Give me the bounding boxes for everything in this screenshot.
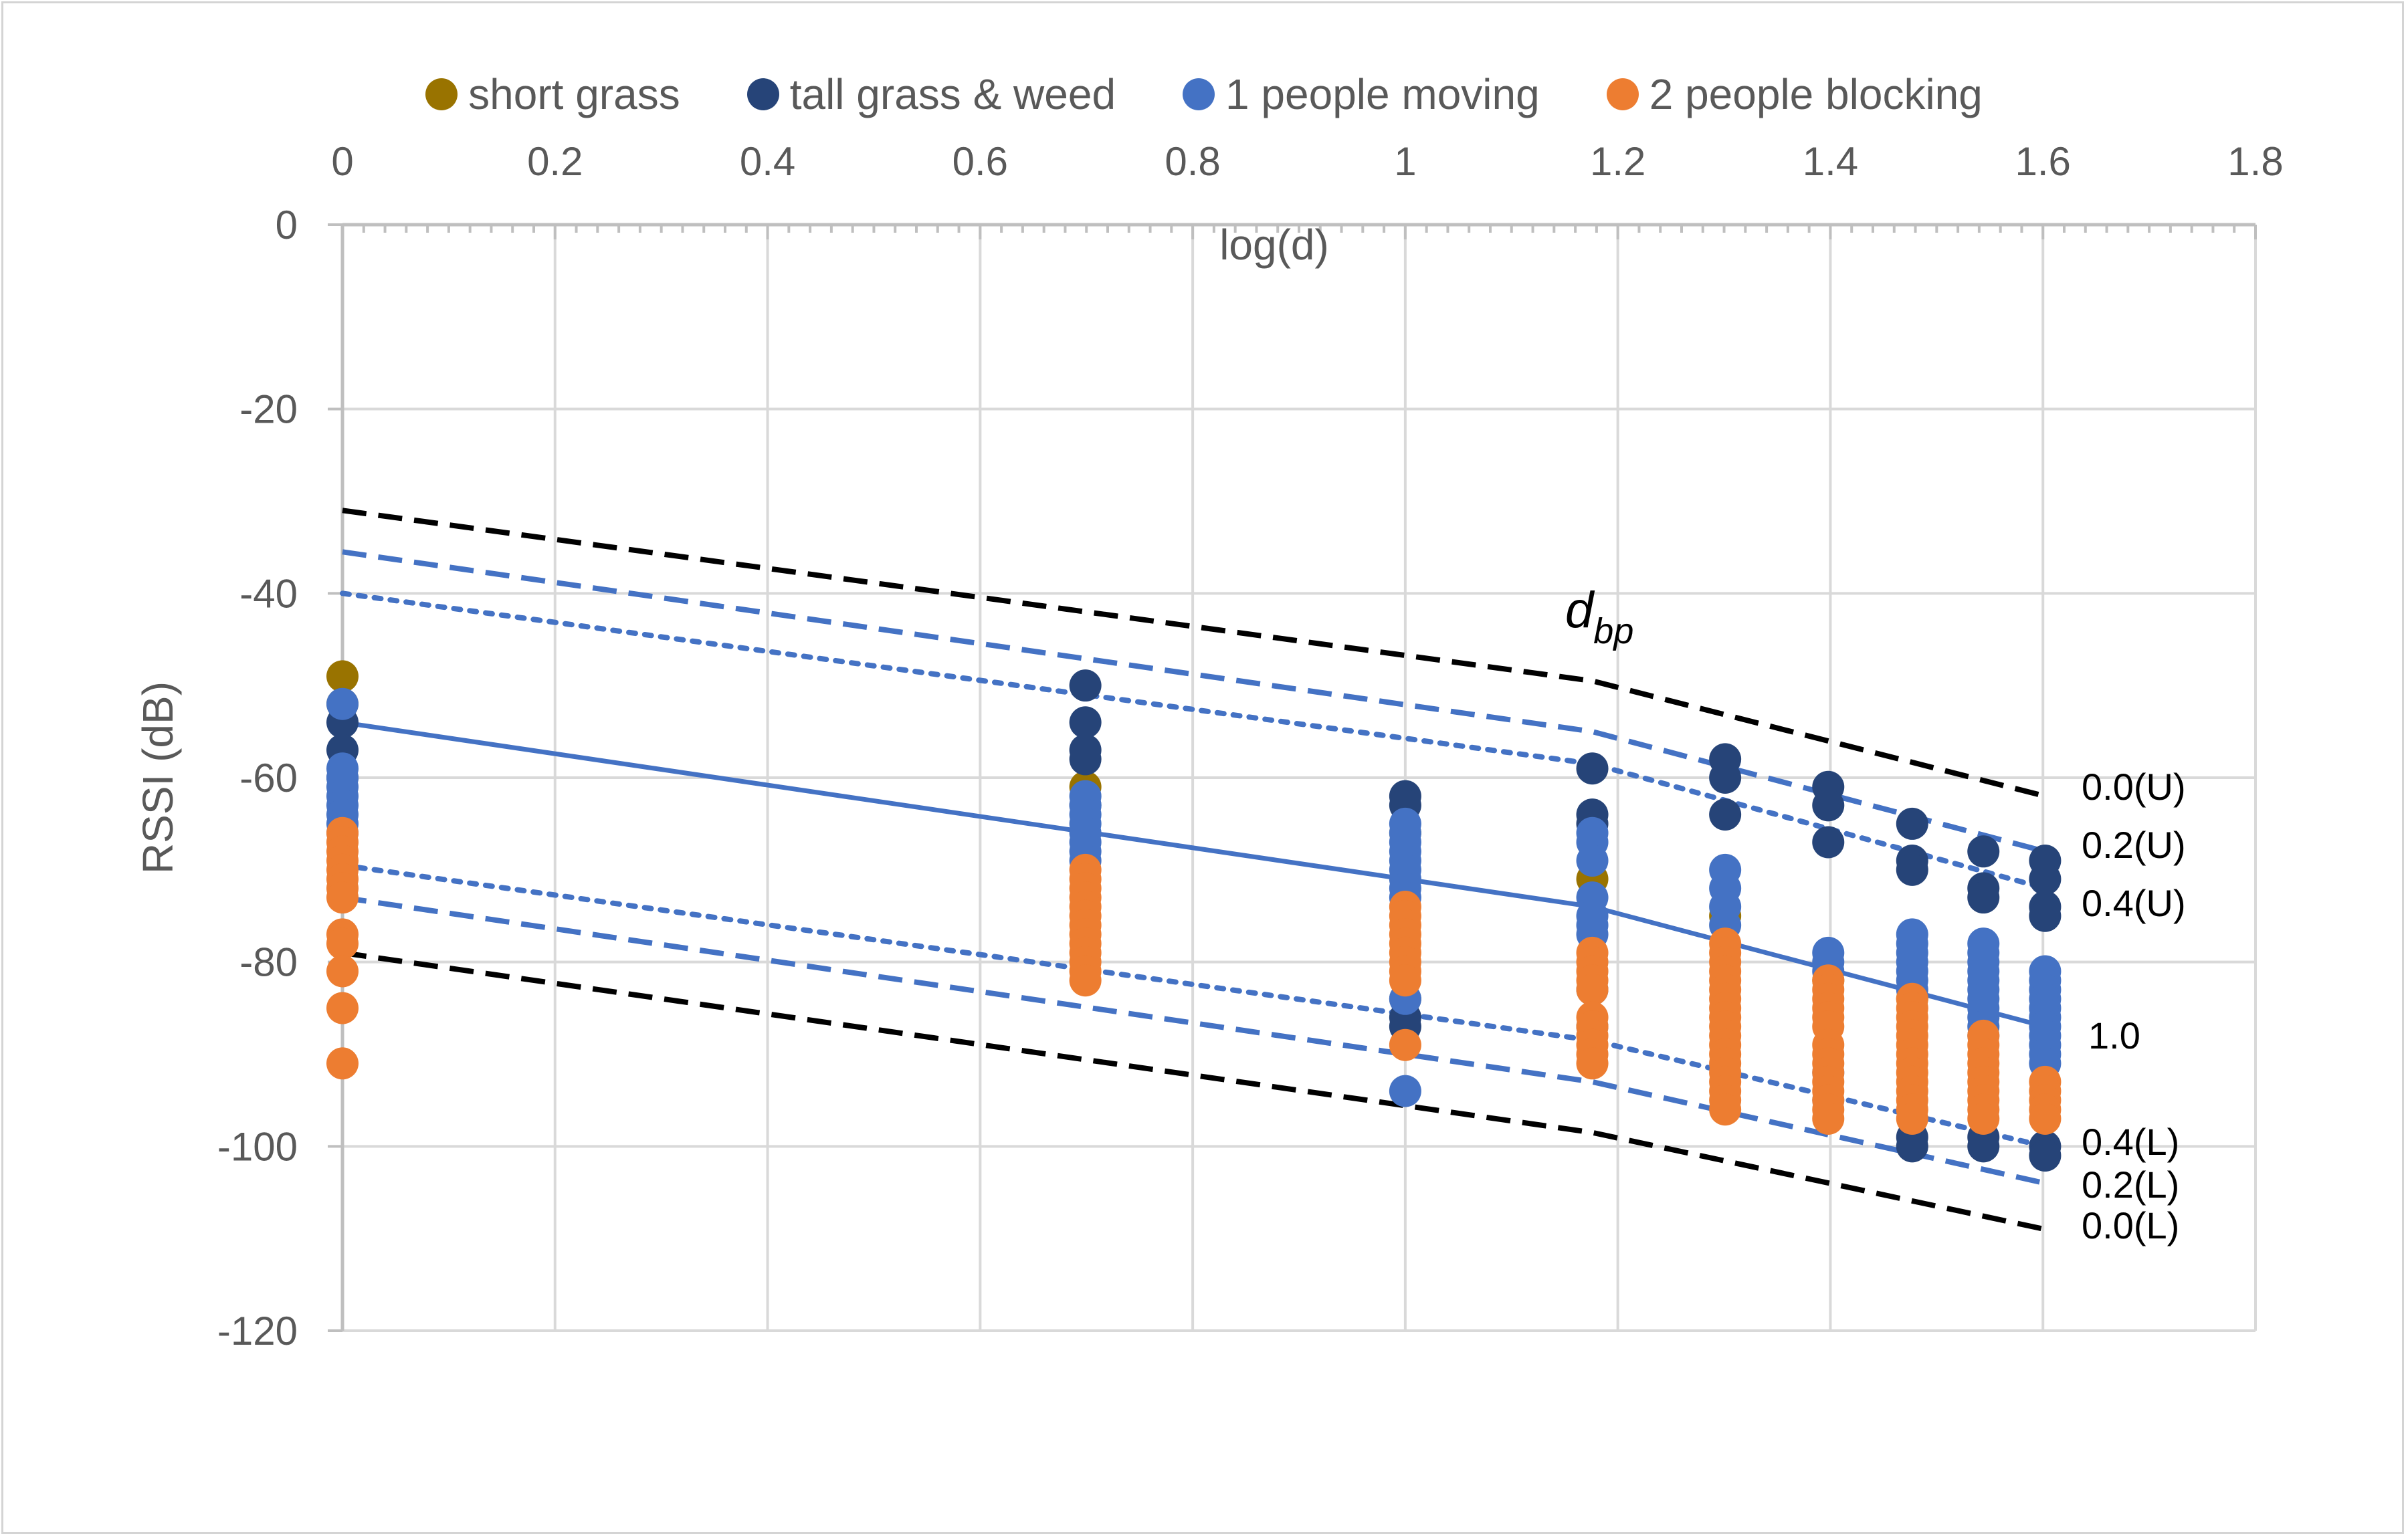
data-point [1896,807,1928,840]
data-point [2029,1139,2062,1172]
y-tick-label: -80 [239,940,298,985]
line-label: 0.2(U) [2082,824,2186,866]
data-point [326,992,359,1024]
x-tick-label: 1 [1394,139,1416,184]
data-point [1812,789,1845,822]
line-label: 0.0(U) [2082,766,2186,808]
y-tick-label: -20 [239,387,298,432]
line-label: 0.2(L) [2082,1164,2179,1206]
data-point [1709,798,1742,831]
data-point [326,927,359,960]
gridlines [342,223,2257,1332]
y-tick-label: -40 [239,571,298,616]
data-point [1967,1102,2000,1135]
data-point [1389,964,1421,997]
legend-marker-icon [425,78,458,110]
data-point [1069,743,1102,776]
line-label: 0.4(L) [2082,1121,2179,1163]
data-point [326,660,359,693]
data-point [1069,669,1102,702]
x-tick-label: 0.2 [527,139,583,184]
data-point [1896,1130,1928,1163]
labels: 0 0.2 0.4 0.6 0.8 1 1.2 1.4 1.6 1.8 0 -20 -40 -60 -80 -… [134,139,2284,1353]
x-tick-label: 0.4 [740,139,795,184]
line-label: 0.4(U) [2082,882,2186,924]
series-group [326,816,2062,1135]
legend-label: 1 people moving [1225,70,1540,118]
data-point [1069,964,1102,997]
y-tick-label: -120 [217,1309,298,1353]
annotation-subscript: bp [1593,611,1633,651]
data-point [2029,1102,2062,1135]
data-point [1576,1047,1609,1080]
legend-label: 2 people blocking [1649,70,1983,118]
x-tick-label: 0 [331,139,353,184]
model-line [342,895,2046,1186]
x-tick-label: 1.4 [1803,139,1858,184]
data-point [1709,1093,1742,1126]
data-point [1967,881,2000,914]
data-point [326,881,359,914]
model-line [342,950,2046,1232]
legend-marker-icon [1183,78,1215,110]
data-point [1812,826,1845,859]
data-point [1896,1102,1928,1135]
y-axis-title: RSSI (dB) [134,681,182,874]
line-label: 1.0 [2088,1014,2140,1057]
model-line [342,549,2046,855]
data-point [1576,974,1609,1006]
legend-item: tall grass & weed [746,70,1116,119]
x-tick-label: 1.6 [2015,139,2071,184]
data-point [1069,706,1102,739]
data-point [1812,1102,1845,1135]
data-point [326,955,359,988]
data-points [326,660,2062,1172]
line-label: 0.0(L) [2082,1204,2179,1246]
model-line [340,862,2048,1149]
x-tick-label: 1.8 [2227,139,2283,184]
data-point [1389,1075,1421,1107]
x-tick-label: 1.2 [1590,139,1645,184]
legend-item: 1 people moving [1183,70,1540,119]
x-tick-label: 0.6 [952,139,1008,184]
data-point [1709,762,1742,794]
data-point [1967,1130,2000,1163]
data-point [1967,835,2000,868]
data-point [2029,863,2062,895]
legend: short grass tall grass & weed 1 people mov… [0,70,2408,119]
legend-marker-icon [1606,78,1639,110]
x-tick-label: 0.8 [1165,139,1220,184]
model-line [342,508,2046,799]
legend-label: tall grass & weed [789,70,1116,118]
data-point [326,1047,359,1080]
y-tick-label: 0 [276,203,298,247]
y-tick-label: -60 [239,756,298,800]
legend-item: short grass [425,70,680,119]
data-point [2029,899,2062,932]
legend-item: 2 people blocking [1606,70,1983,119]
legend-label: short grass [468,70,680,118]
data-point [326,687,359,720]
data-point [1576,845,1609,877]
legend-marker-icon [746,78,779,110]
x-axis-title: log(d) [1219,221,1329,269]
data-point [1576,752,1609,785]
y-tick-label: -100 [217,1124,298,1169]
data-point [1896,853,1928,886]
data-point [1389,1028,1421,1061]
